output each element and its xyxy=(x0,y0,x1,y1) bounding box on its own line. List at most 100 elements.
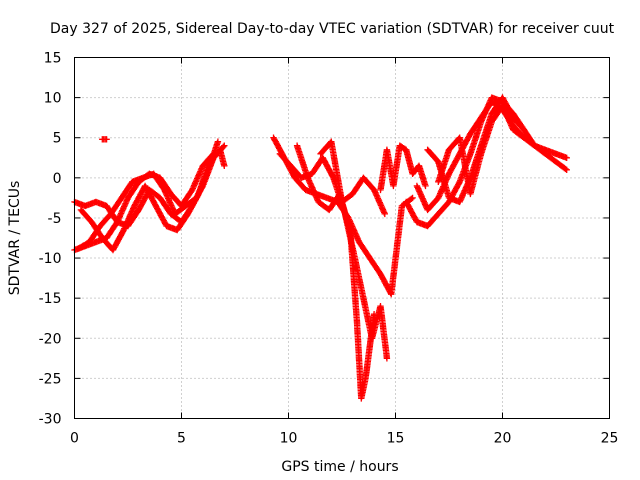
data-point xyxy=(90,221,93,223)
data-point xyxy=(321,156,324,159)
data-point xyxy=(206,173,208,175)
x-tick-label: 25 xyxy=(601,431,619,447)
data-point xyxy=(223,165,226,167)
data-point xyxy=(362,297,365,299)
data-point xyxy=(99,225,101,227)
data-point xyxy=(362,177,365,179)
data-point xyxy=(369,257,371,259)
plot-frame xyxy=(74,57,610,419)
data-point xyxy=(384,213,386,215)
data-point xyxy=(390,293,393,295)
data-point xyxy=(565,169,568,171)
data-point xyxy=(491,96,493,99)
data-point xyxy=(448,201,450,203)
data-point xyxy=(330,140,333,143)
data-point xyxy=(501,104,504,107)
data-point xyxy=(360,397,363,400)
data-point xyxy=(491,112,493,115)
data-point xyxy=(304,189,307,191)
data-point xyxy=(555,152,557,155)
data-point xyxy=(152,173,155,175)
y-tick-label: -20 xyxy=(39,331,62,347)
data-point xyxy=(426,209,429,211)
data-point xyxy=(110,213,112,215)
y-tick-label: -10 xyxy=(39,251,62,267)
data-point xyxy=(300,177,303,179)
series-track-5 xyxy=(99,136,110,143)
data-point xyxy=(448,148,450,151)
chart-title: Day 327 of 2025, Sidereal Day-to-day VTE… xyxy=(50,21,615,37)
data-point xyxy=(491,100,493,103)
data-point xyxy=(480,152,482,155)
series-track-15 xyxy=(435,102,528,198)
data-point xyxy=(105,205,108,207)
data-point xyxy=(379,189,382,191)
data-point xyxy=(533,144,536,147)
data-point xyxy=(279,152,281,155)
y-axis-label: SDTVAR / TECUs xyxy=(7,181,23,296)
series-track-4 xyxy=(75,138,222,252)
x-axis-label: GPS time / hours xyxy=(281,459,398,475)
data-point xyxy=(95,201,97,203)
data-point xyxy=(386,357,388,360)
data-point xyxy=(133,205,136,207)
axis-ticks xyxy=(74,57,610,419)
data-point xyxy=(184,205,187,207)
data-point xyxy=(448,197,450,199)
data-point xyxy=(120,197,123,199)
data-point xyxy=(142,177,144,179)
data-point xyxy=(328,209,330,211)
y-tick-label: -25 xyxy=(39,371,62,387)
data-point xyxy=(101,237,104,239)
data-point xyxy=(95,241,97,243)
data-point xyxy=(448,173,450,175)
data-point xyxy=(326,197,328,199)
x-tick-label: 15 xyxy=(387,431,405,447)
data-point xyxy=(101,138,104,141)
data-point xyxy=(341,201,343,203)
y-tick-label: 10 xyxy=(44,91,62,107)
data-point xyxy=(458,181,461,183)
data-point xyxy=(491,120,493,123)
data-point xyxy=(170,193,172,195)
data-point xyxy=(386,148,388,151)
data-point xyxy=(458,201,461,203)
data-point xyxy=(311,173,313,175)
data-point xyxy=(144,185,146,187)
data-point xyxy=(512,128,514,131)
data-point xyxy=(319,152,322,155)
data-point xyxy=(174,213,176,215)
data-point xyxy=(84,205,86,207)
data-point xyxy=(373,313,375,316)
data-point xyxy=(411,197,414,199)
series-track-11 xyxy=(377,142,429,194)
data-point xyxy=(437,160,440,163)
data-point xyxy=(349,233,352,235)
y-tick-label: -15 xyxy=(39,291,62,307)
data-point xyxy=(424,185,427,187)
data-point xyxy=(512,116,514,119)
y-tick-labels: 15 10 5 0 -5 -10 -15 -20 -25 -30 xyxy=(39,51,62,428)
data-point xyxy=(458,136,461,139)
data-point xyxy=(379,273,382,275)
data-point xyxy=(77,247,80,250)
series-track-6 xyxy=(216,146,228,169)
data-point xyxy=(405,148,408,151)
data-point xyxy=(356,321,358,324)
data-point xyxy=(523,128,525,131)
x-tick-label: 5 xyxy=(177,431,186,447)
y-tick-label: 5 xyxy=(53,131,62,147)
data-point xyxy=(379,305,382,307)
data-point xyxy=(122,229,125,231)
data-point xyxy=(272,136,275,139)
data-point xyxy=(116,221,119,223)
data-point xyxy=(469,152,472,155)
data-point xyxy=(294,177,296,179)
data-point xyxy=(358,241,360,243)
data-point xyxy=(351,193,354,195)
data-point xyxy=(426,148,429,151)
data-point xyxy=(155,205,157,207)
data-point xyxy=(159,197,161,199)
data-point xyxy=(405,201,408,203)
